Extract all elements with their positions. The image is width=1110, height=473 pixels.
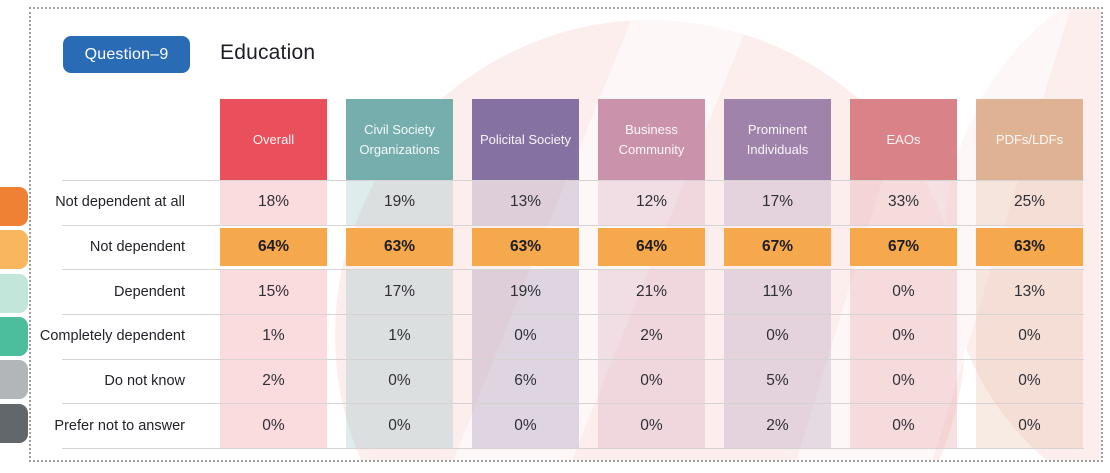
value-cell: 0% (724, 313, 831, 359)
row-label: Do not know (104, 372, 185, 389)
column-header: Policital Society (472, 99, 579, 180)
value-cell: 12% (598, 180, 705, 225)
value-cell: 0% (220, 403, 327, 448)
row-divider (62, 180, 1084, 181)
row-divider (62, 313, 1084, 315)
value-cell: 17% (724, 180, 831, 225)
value-cell: 2% (598, 313, 705, 359)
column-header: Business Community (598, 99, 705, 180)
row-divider (62, 358, 1084, 360)
value-cell: 2% (220, 358, 327, 404)
legend-swatch (0, 187, 28, 226)
row-divider (62, 269, 1084, 271)
value-cell: 0% (976, 403, 1083, 448)
value-cell: 63% (472, 225, 579, 270)
row-label: Not dependent (89, 238, 185, 255)
value-cell: 0% (850, 313, 957, 359)
value-cell: 0% (598, 358, 705, 404)
row-divider (62, 403, 1084, 405)
column-header: EAOs (850, 99, 957, 180)
value-cell: 19% (472, 269, 579, 314)
value-cell: 0% (598, 403, 705, 448)
data-table: Overall Civil Society Organizations Polici… (35, 99, 1083, 448)
value-cell: 21% (598, 269, 705, 314)
column-header: PDFs/LDFs (976, 99, 1083, 180)
value-cell: 0% (850, 358, 957, 404)
value-cell: 25% (976, 180, 1083, 225)
value-cell: 0% (472, 313, 579, 359)
row-divider (62, 224, 1084, 226)
row-label: Prefer not to answer (54, 417, 185, 434)
row-label: Dependent (114, 283, 185, 300)
value-cell: 0% (850, 269, 957, 314)
value-cell: 63% (346, 225, 453, 270)
legend-swatch (0, 403, 28, 443)
value-cell: 0% (976, 358, 1083, 404)
value-cell: 19% (346, 180, 453, 225)
value-cell: 0% (472, 403, 579, 448)
legend-swatch (0, 316, 28, 356)
column-header: Civil Society Organizations (346, 99, 453, 180)
value-cell: 0% (976, 313, 1083, 359)
value-cell: 2% (724, 403, 831, 448)
value-cell: 1% (346, 313, 453, 359)
row-label: Completely dependent (39, 328, 185, 345)
value-cell: 18% (220, 180, 327, 225)
value-cell: 33% (850, 180, 957, 225)
value-cell: 17% (346, 269, 453, 314)
value-cell: 63% (976, 225, 1083, 270)
value-cell: 0% (346, 358, 453, 404)
row-label: Not dependent at all (55, 194, 185, 211)
value-cell: 13% (976, 269, 1083, 314)
value-cell: 11% (724, 269, 831, 314)
row-divider (62, 447, 1084, 449)
column-header: Overall (220, 99, 327, 180)
question-badge: Question–9 (63, 36, 190, 73)
table-corner-cell (35, 99, 201, 180)
value-cell: 5% (724, 358, 831, 404)
legend-swatch (0, 360, 28, 400)
value-cell: 6% (472, 358, 579, 404)
value-cell: 64% (598, 225, 705, 270)
value-cell: 1% (220, 313, 327, 359)
value-cell: 67% (724, 225, 831, 270)
value-cell: 13% (472, 180, 579, 225)
legend-swatch (0, 230, 28, 270)
value-cell: 15% (220, 269, 327, 314)
value-cell: 67% (850, 225, 957, 270)
value-cell: 64% (220, 225, 327, 270)
legend-swatch (0, 273, 28, 313)
value-cell: 0% (346, 403, 453, 448)
page-title: Education (220, 41, 316, 64)
value-cell: 0% (850, 403, 957, 448)
column-header: Prominent Individuals (724, 99, 831, 180)
